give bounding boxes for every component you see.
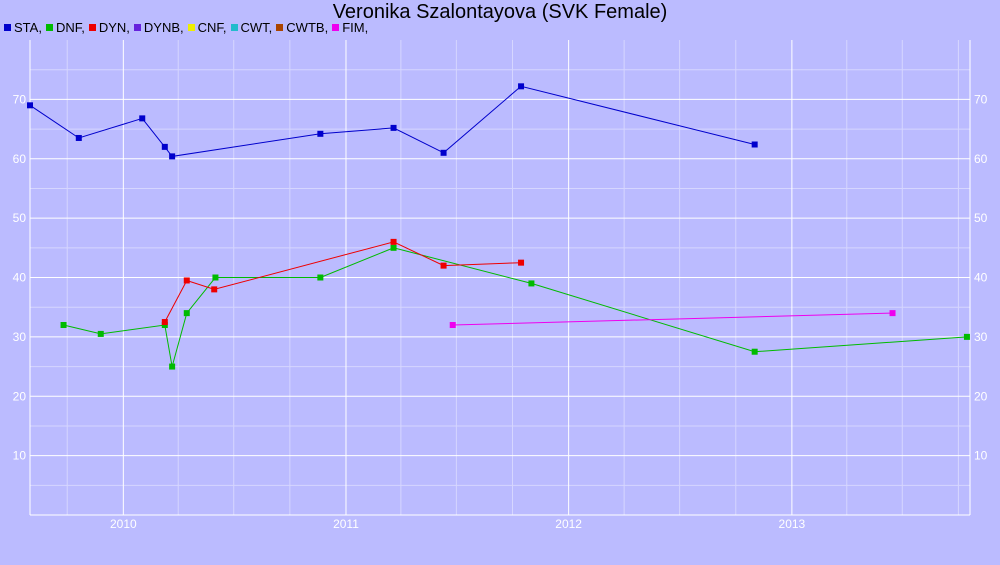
grid [30,40,970,515]
data-point [183,277,190,284]
data-point [317,130,324,137]
y-tick-label-right: 60 [974,152,988,166]
data-point [27,102,33,109]
data-point [518,83,525,90]
legend-swatch [88,24,96,31]
series-markers [27,83,970,370]
y-tick-label-left: 10 [13,449,27,463]
legend-swatch [230,24,238,31]
legend-label: CNF, [197,20,227,35]
data-point [440,149,447,156]
x-tick-label: 2013 [779,517,806,531]
legend-swatch [332,24,340,31]
x-tick-label: 2011 [333,517,359,531]
axes [29,40,971,516]
data-point [317,274,324,281]
data-point [183,310,190,317]
y-tick-label-right: 50 [974,211,988,225]
data-point [161,319,168,326]
data-point [963,333,970,340]
legend-label: DNF, [55,20,85,35]
series-lines [29,85,968,367]
legend-item: CWT, [230,20,273,35]
y-tick-label-right: 30 [974,330,988,344]
legend-label: CWTB, [286,20,329,35]
legend-item: STA, [4,20,42,35]
legend-label: CWT, [240,20,273,35]
data-point [449,322,456,328]
data-point [60,322,67,328]
legend-swatch [45,24,53,31]
y-tick-label-left: 50 [13,211,27,225]
legend-item: FIM, [332,20,368,35]
series-line [164,241,522,323]
data-point [528,280,535,287]
y-tick-label-right: 20 [974,389,988,403]
legend-label: FIM, [342,20,369,35]
x-tick-label: 2012 [555,517,582,531]
tick-labels: 10 10 20 20 30 30 40 40 50 50 60 60 70 70 2010 2011 2012… [13,92,988,531]
data-point [212,274,219,281]
y-tick-label-left: 30 [13,330,27,344]
legend-item: DYN, [88,20,130,35]
x-tick-label: 2010 [110,517,137,531]
legend-item: CNF, [187,20,227,35]
data-point [211,286,218,293]
legend-swatch [187,24,195,31]
legend-item: DNF, [45,20,85,35]
legend-label: DYN, [98,20,130,35]
y-tick-label-left: 20 [13,389,27,403]
data-point [390,238,397,245]
data-point [169,363,176,370]
y-tick-label-right: 10 [974,449,988,463]
legend-swatch [276,24,284,31]
data-point [169,153,176,160]
data-point [751,141,758,148]
legend-label: DYNB, [143,20,184,35]
legend: STA, DNF, DYN, DYNB, CNF, CWT, CWTB, FIM, [4,20,372,36]
series-line [29,85,755,157]
legend-item: DYNB, [133,20,184,35]
y-tick-label-left: 60 [13,152,27,166]
data-point [751,348,758,355]
data-point [390,244,397,251]
data-point [889,310,896,317]
y-tick-label-left: 40 [13,271,27,285]
data-point [97,330,104,337]
data-point [75,134,82,141]
data-point [518,259,525,266]
data-point [440,262,447,269]
data-point [390,124,397,131]
series-line [452,312,893,326]
y-tick-label-right: 40 [974,271,988,285]
data-point [139,115,146,122]
y-tick-label-right: 70 [974,92,988,106]
legend-swatch [133,24,141,31]
legend-item: CWTB, [276,20,328,35]
legend-swatch [4,24,11,31]
chart-title: Veronika Szalontayova (SVK Female) [332,1,668,23]
legend-label: STA, [14,20,42,35]
data-point [161,143,168,150]
y-tick-label-left: 70 [13,92,27,106]
